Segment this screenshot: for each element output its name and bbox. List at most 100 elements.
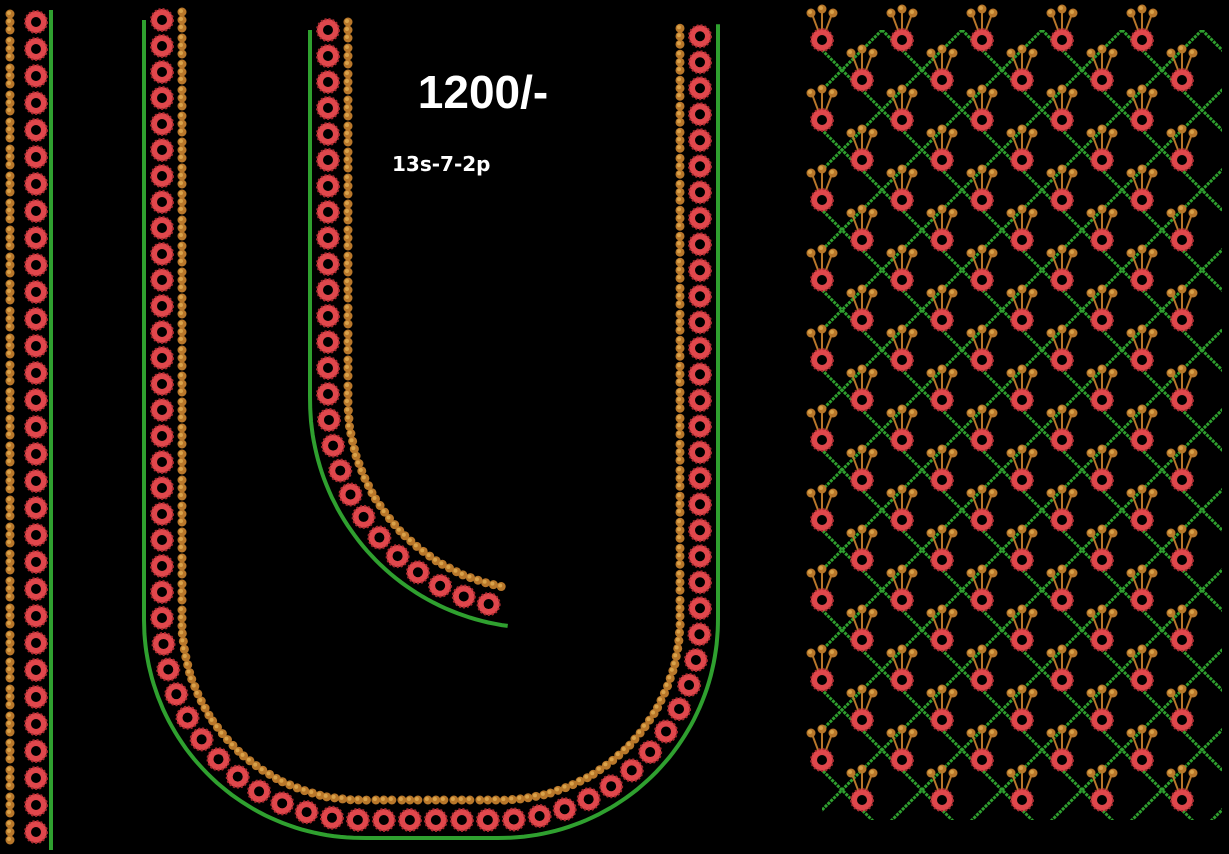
green-satin-line (308, 30, 508, 628)
bead-circle-icon (150, 34, 174, 58)
design-code-label: 13s-7-2p (392, 152, 491, 176)
flower-motif-icon (1087, 285, 1118, 332)
gold-dot-icon (177, 119, 187, 129)
gold-dot-icon (343, 69, 353, 79)
gold-dot-icon (675, 205, 685, 215)
gold-dot-icon (5, 746, 15, 756)
flower-motif-icon (1127, 245, 1158, 292)
flower-motif-icon (1007, 525, 1038, 572)
gold-dot-icon (348, 436, 358, 446)
bead-circle-icon (24, 37, 48, 61)
gold-dot-icon (5, 800, 15, 810)
gold-dot-icon (177, 561, 187, 571)
gold-dot-icon (675, 23, 685, 33)
gold-dot-icon (675, 343, 685, 353)
gold-dot-icon (343, 355, 353, 365)
flower-motif-icon (1087, 365, 1118, 412)
gold-dot-icon (177, 475, 187, 485)
bead-circle-icon (150, 580, 174, 604)
flower-motif-icon (1007, 365, 1038, 412)
gold-dot-icon (675, 525, 685, 535)
bead-circle-icon (688, 76, 712, 101)
gold-dot-icon (5, 773, 15, 783)
bead-circle-icon (24, 415, 48, 439)
gold-dot-icon (675, 413, 685, 423)
flower-motif-icon (1087, 125, 1118, 172)
gold-dot-icon (5, 279, 15, 289)
flower-motif-icon (1007, 605, 1038, 652)
bead-circle-icon (688, 206, 712, 231)
gold-dot-icon (343, 137, 353, 147)
flower-motif-icon (1087, 525, 1118, 572)
gold-dot-icon (343, 103, 353, 113)
gold-dot-icon (5, 781, 15, 791)
bead-circle-icon (24, 388, 48, 412)
gold-dot-icon (675, 533, 685, 543)
gold-dot-icon (5, 584, 15, 594)
bead-circle-icon (428, 573, 453, 598)
bead-circle-icon (688, 284, 712, 309)
bead-circle-icon (688, 596, 712, 621)
gold-dot-icon (177, 137, 187, 147)
gold-dot-icon (5, 673, 15, 683)
gold-dot-icon (177, 67, 187, 77)
flower-motif-icon (887, 645, 918, 692)
gold-dot-icon (675, 603, 685, 613)
gold-dot-icon (5, 71, 15, 81)
flower-motif-icon (807, 405, 838, 452)
bead-circle-icon (688, 102, 712, 127)
flower-motif-icon (807, 85, 838, 132)
gold-dot-icon (343, 77, 353, 87)
flower-motif-icon (1087, 605, 1118, 652)
gold-dot-icon (675, 195, 685, 205)
gold-dot-icon (177, 205, 187, 215)
bead-circle-icon (24, 199, 48, 223)
gold-dot-icon (675, 491, 685, 501)
bead-circle-icon (150, 60, 174, 84)
gold-dot-icon (343, 389, 353, 399)
bead-circle-icon (24, 280, 48, 304)
gold-dot-icon (675, 361, 685, 371)
gold-dot-icon (675, 49, 685, 59)
gold-dot-icon (5, 484, 15, 494)
gold-dot-icon (5, 17, 15, 27)
gold-dot-icon (177, 335, 187, 345)
gold-dot-icon (675, 143, 685, 153)
gold-dot-icon (5, 665, 15, 675)
bead-circle-icon (688, 466, 712, 491)
gold-dot-icon (496, 582, 506, 592)
bead-circle-icon (316, 174, 340, 198)
gold-dot-icon (177, 59, 187, 69)
bead-circle-icon (687, 622, 712, 647)
bead-circle-icon (150, 190, 174, 214)
bead-circle-icon (371, 808, 396, 832)
gold-dot-icon (5, 287, 15, 297)
bead-circle-icon (24, 712, 48, 736)
gold-dot-icon (5, 395, 15, 405)
gold-dot-icon (177, 189, 187, 199)
bead-circle-icon (688, 258, 712, 283)
bead-circle-icon (688, 154, 712, 179)
gold-dot-icon (5, 592, 15, 602)
gold-dot-icon (361, 795, 371, 805)
flower-motif-icon (927, 45, 958, 92)
gold-dot-icon (675, 317, 685, 327)
gold-dot-icon (675, 395, 685, 405)
flower-motif-icon (1007, 445, 1038, 492)
gold-dot-icon (343, 397, 353, 407)
bead-circle-icon (24, 10, 48, 34)
bead-circle-icon (24, 523, 48, 547)
gold-dot-icon (177, 93, 187, 103)
gold-dot-icon (177, 527, 187, 537)
gold-dot-icon (343, 233, 353, 243)
gold-dot-icon (177, 23, 187, 33)
gold-dot-icon (5, 106, 15, 116)
gold-dot-icon (177, 231, 187, 241)
gold-dot-icon (488, 580, 498, 590)
gold-dot-icon (675, 187, 685, 197)
gold-dot-icon (177, 319, 187, 329)
bead-circle-icon (225, 764, 250, 789)
gold-dot-icon (177, 85, 187, 95)
gold-dot-icon (397, 795, 407, 805)
